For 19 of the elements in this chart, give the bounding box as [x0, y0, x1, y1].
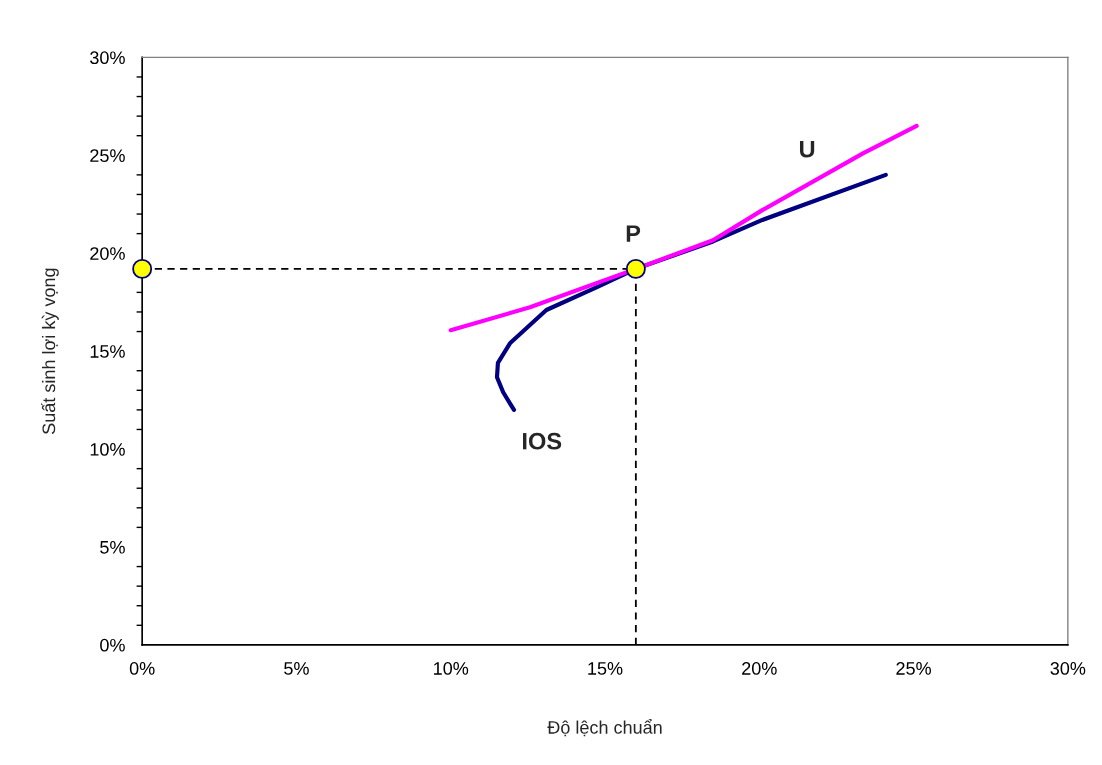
y-tick-label: 30%	[90, 51, 125, 65]
annotation: IOS	[522, 432, 562, 450]
x-tick-label: 25%	[896, 662, 931, 675]
y-tick-label: 5%	[100, 540, 125, 554]
x-tick-label: 30%	[1050, 662, 1086, 675]
x-axis-title: Độ lệch chuẩn	[547, 719, 662, 737]
annotation: P	[626, 225, 641, 242]
x-tick-label: 20%	[742, 662, 777, 675]
x-tick-label: 5%	[284, 662, 309, 675]
y-tick-label: 20%	[90, 247, 125, 260]
x-tick-label: 15%	[588, 662, 623, 675]
y-axis-title: Suất sinh lợi kỳ vọng	[41, 268, 59, 435]
y-tick-label: 10%	[90, 442, 125, 456]
y-tick-label: 25%	[90, 149, 125, 163]
x-tick-label: 0%	[129, 662, 155, 675]
x-tick-label: 10%	[434, 662, 469, 675]
y-tick-label: 0%	[100, 638, 125, 652]
y-tick-label: 15%	[90, 345, 125, 358]
annotation: U	[799, 141, 815, 158]
